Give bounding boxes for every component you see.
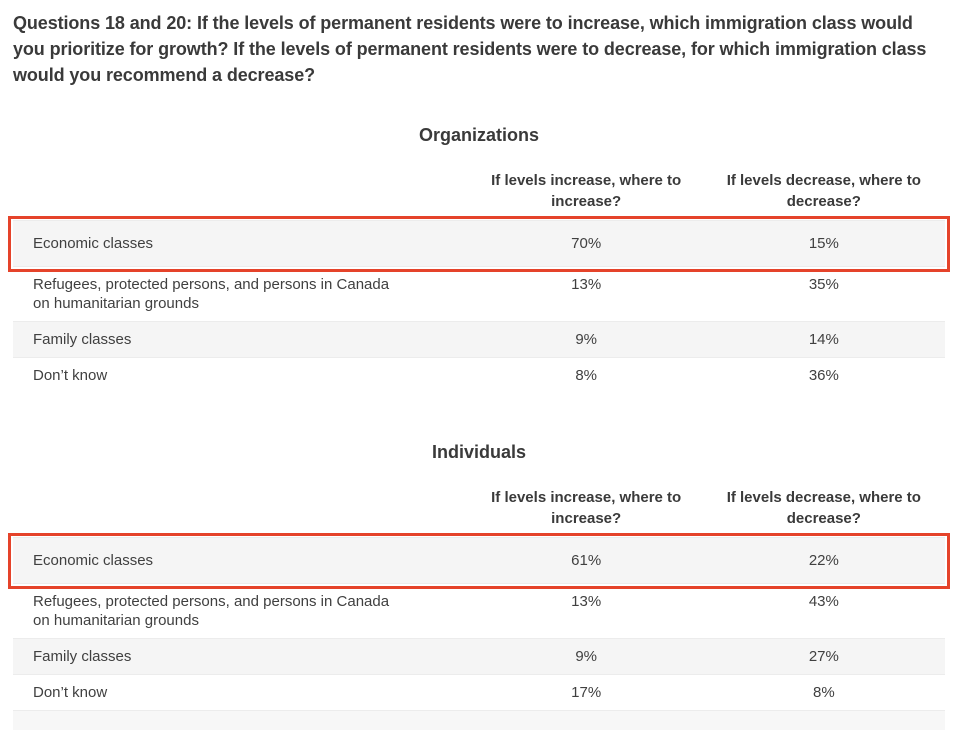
increase-value: 70% — [571, 235, 602, 252]
section-title-individuals: Individuals — [431, 442, 527, 462]
row-label: Family classes — [33, 648, 132, 665]
table-row-family-classes: Family classes 9% 14% — [13, 321, 945, 358]
table-row-dont-know: Don’t know 8% 36% — [13, 357, 945, 394]
table-row-economic-classes: Economic classes 61% 22% — [8, 532, 950, 589]
organizations-header-row: If levels increase, where to increase? I… — [13, 162, 945, 221]
table-row-family-classes: Family classes 9% 27% — [13, 638, 945, 675]
empty-header-cell — [13, 162, 470, 221]
table-row-refugees: Refugees, protected persons, and persons… — [13, 266, 945, 322]
table-row-refugees: Refugees, protected persons, and persons… — [13, 583, 945, 639]
row-label: Don’t know — [33, 684, 108, 701]
row-label: Don’t know — [33, 367, 108, 384]
increase-value: 13% — [571, 276, 602, 293]
increase-value: 9% — [575, 648, 598, 665]
table-row-economic-classes: Economic classes 70% 15% — [8, 215, 950, 272]
column-header-increase: If levels increase, where to increase? — [491, 172, 682, 210]
decrease-value: 8% — [812, 684, 835, 701]
decrease-value: 14% — [808, 331, 839, 348]
decrease-value: 43% — [808, 593, 839, 610]
table-row-dont-know: Don’t know 17% 8% — [13, 674, 945, 711]
decrease-value: 36% — [808, 367, 839, 384]
organizations-table: If levels increase, where to increase? I… — [8, 162, 950, 394]
row-label: Economic classes — [33, 235, 154, 252]
decrease-value: 27% — [808, 648, 839, 665]
increase-value: 8% — [575, 367, 598, 384]
section-title-organizations: Organizations — [418, 125, 539, 145]
row-label: Refugees, protected persons, and persons… — [33, 276, 390, 312]
column-header-decrease: If levels decrease, where to decrease? — [726, 489, 921, 527]
increase-value: 9% — [575, 331, 598, 348]
increase-value: 61% — [571, 552, 602, 569]
increase-value: 17% — [571, 684, 602, 701]
empty-header-cell — [13, 479, 470, 538]
row-label: Refugees, protected persons, and persons… — [33, 593, 390, 629]
column-header-increase: If levels increase, where to increase? — [491, 489, 682, 527]
row-label: Family classes — [33, 331, 132, 348]
row-label: Economic classes — [33, 552, 154, 569]
individuals-table: If levels increase, where to increase? I… — [8, 479, 950, 711]
decrease-value: 35% — [808, 276, 839, 293]
cutoff-row-stripe — [13, 710, 945, 730]
increase-value: 13% — [571, 593, 602, 610]
decrease-value: 22% — [808, 552, 839, 569]
individuals-header-row: If levels increase, where to increase? I… — [13, 479, 945, 538]
decrease-value: 15% — [808, 235, 839, 252]
question-heading: Questions 18 and 20: If the levels of pe… — [13, 13, 927, 85]
column-header-decrease: If levels decrease, where to decrease? — [726, 172, 921, 210]
